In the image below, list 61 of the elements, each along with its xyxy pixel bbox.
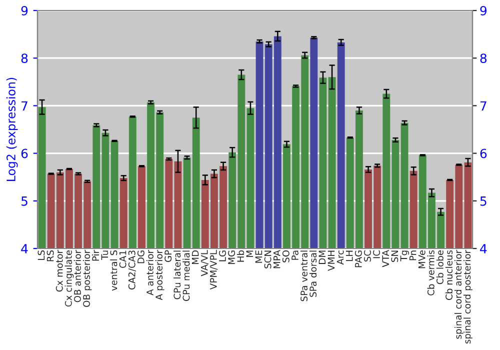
x-tick-label: Tg (400, 250, 409, 262)
x-tick-label: CA1 (119, 250, 126, 268)
y2-tick-label: 8 (480, 54, 487, 64)
x-tick-label: Pn (409, 250, 416, 260)
x-tick-label: GP (164, 250, 172, 262)
x-tick-label: Tu (101, 250, 108, 260)
x-tick-label: IC (373, 250, 380, 258)
x-tick-label: ME (255, 250, 262, 263)
x-tick-label: LH (346, 250, 353, 261)
y-tick-label: 8 (21, 54, 28, 64)
y-tick-label: 7 (22, 101, 28, 110)
x-tick-label: CPu medial (182, 250, 190, 301)
x-tick-label: SO (282, 250, 290, 262)
x-tick-label: CPu lateral (174, 250, 181, 300)
x-tick-label: CA2/CA3 (128, 250, 136, 290)
x-tick-label: spinal cord anterior (454, 250, 464, 339)
y2-tick-label: 5 (480, 196, 486, 206)
y-tick-label: 4 (21, 244, 28, 254)
x-tick-label: MG (228, 250, 236, 264)
x-tick-label: OB anterior (74, 250, 81, 302)
y2-tick-label: 6 (480, 148, 487, 158)
x-tick-label: SPa ventral (300, 250, 308, 302)
x-tick-label: Pa (292, 250, 298, 260)
x-tick-label: SC (364, 250, 371, 262)
x-tick-label: Cb nucleus (445, 250, 453, 300)
x-tick-label: Arc (336, 250, 344, 265)
y-tick-label: 6 (21, 148, 28, 158)
x-tick-label: M (246, 250, 253, 257)
x-tick-label: LS (38, 250, 45, 260)
x-tick-label: Cx motor (56, 250, 63, 292)
x-tick-label: PAG (354, 250, 362, 268)
x-tick-label: SPa dorsal (309, 250, 317, 297)
x-tick-label: MVe (418, 250, 426, 268)
x-tick-label: spinal cord posterior (464, 250, 472, 344)
y2-tick-label: 9 (480, 6, 487, 16)
x-tick-label: A anterior (146, 250, 154, 296)
x-tick-label: VMH (328, 250, 335, 271)
x-tick-label: DG (137, 250, 144, 264)
x-tick-label: VA/VL (201, 250, 209, 276)
x-tick-label: ventral S (110, 250, 118, 291)
x-tick-label: DM (318, 250, 326, 264)
x-tick-label: RS (46, 250, 54, 262)
x-tick-label: SN (391, 250, 398, 262)
y-axis-title: Log2 (expression) (6, 78, 18, 181)
y2-tick-label: 7 (480, 101, 486, 110)
y-tick-label: 5 (21, 196, 28, 206)
y2-tick-label: 4 (480, 244, 487, 254)
x-tick-label: Hb (236, 250, 244, 262)
x-tick-label: A posterior (155, 250, 164, 300)
x-tick-label: MPA (274, 250, 280, 268)
x-tick-label: LG (219, 250, 226, 262)
x-tick-label: VPM/VPL (210, 250, 218, 290)
x-tick-label: MD (192, 250, 199, 264)
x-tick-label: OB posterior (82, 250, 92, 307)
y-tick-label: 9 (21, 6, 28, 16)
x-tick-label: Cb vermis (427, 250, 434, 296)
x-tick-label: VTA (382, 250, 389, 268)
x-tick-label: Cx cingulate (64, 250, 74, 307)
x-tick-label: Pir (92, 250, 99, 261)
x-tick-label: SCN (264, 250, 272, 268)
x-tick-label: Cb lobe (436, 250, 444, 284)
